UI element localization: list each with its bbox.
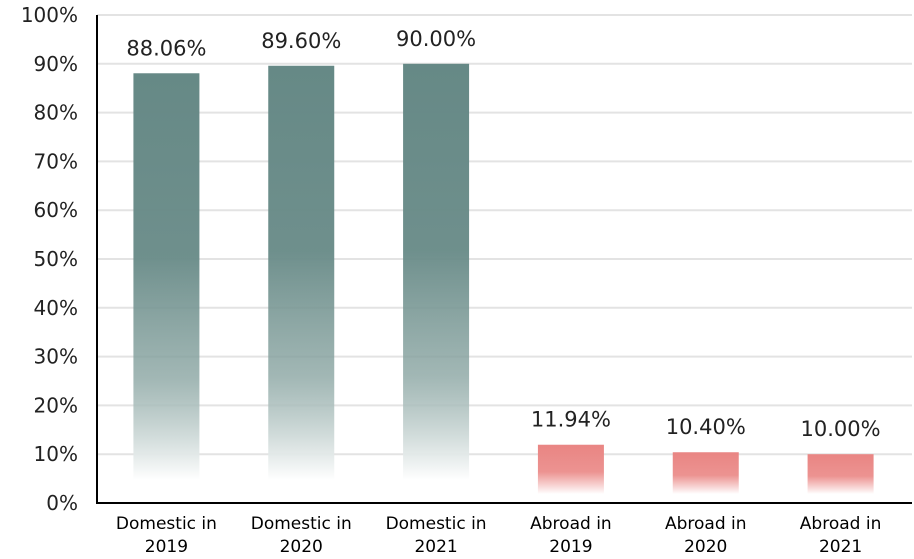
y-tick-label: 70%	[34, 149, 78, 173]
x-tick-label: 2019	[549, 537, 592, 555]
axes	[96, 15, 912, 504]
y-axis-tick-labels: 0% 10% 20% 30% 40% 50% 60% 70% 80% 90% 100%	[21, 3, 78, 515]
x-tick-label: Abroad in	[800, 514, 882, 534]
x-tick-label: Abroad in	[665, 514, 747, 534]
bar-domestic	[268, 65, 335, 480]
x-tick-label: Abroad in	[530, 514, 612, 534]
y-tick-label: 90%	[34, 52, 78, 76]
y-tick-label: 20%	[34, 393, 78, 417]
bar-data-label: 89.60%	[261, 29, 341, 53]
y-tick-label: 50%	[34, 247, 78, 271]
x-tick-label: 2020	[280, 537, 323, 555]
y-tick-label: 60%	[34, 198, 78, 222]
gridlines	[97, 14, 912, 456]
x-tick-label: 2021	[414, 537, 457, 555]
y-tick-label: 0%	[46, 491, 78, 515]
x-tick-label: 2019	[145, 537, 188, 555]
x-tick-label: Domestic in	[251, 514, 352, 534]
bar-abroad	[807, 454, 874, 494]
bar-abroad	[537, 444, 604, 494]
x-tick-label: Domestic in	[116, 514, 217, 534]
x-tick-label: Domestic in	[386, 514, 487, 534]
bar-data-label: 90.00%	[396, 27, 476, 51]
y-tick-label: 10%	[34, 442, 78, 466]
bar-domestic	[403, 63, 470, 481]
x-tick-label: 2020	[684, 537, 727, 555]
x-axis-tick-labels: Domestic in 2019 Domestic in 2020 Domestic i…	[116, 514, 882, 557]
bar-data-label: 10.00%	[801, 417, 881, 441]
y-tick-label: 80%	[34, 101, 78, 125]
bars	[133, 63, 874, 494]
bar-domestic	[133, 73, 200, 480]
x-tick-label: 2021	[819, 537, 862, 555]
y-tick-label: 30%	[34, 345, 78, 369]
y-tick-label: 40%	[34, 296, 78, 320]
y-tick-label: 100%	[21, 3, 78, 27]
bar-data-label: 11.94%	[531, 408, 611, 432]
bar-data-label: 88.06%	[126, 36, 206, 60]
bar-data-label: 10.40%	[666, 415, 746, 439]
data-labels: 88.06% 89.60% 90.00% 11.94% 10.40% 10.00%	[126, 27, 880, 441]
bar-abroad	[672, 452, 739, 494]
